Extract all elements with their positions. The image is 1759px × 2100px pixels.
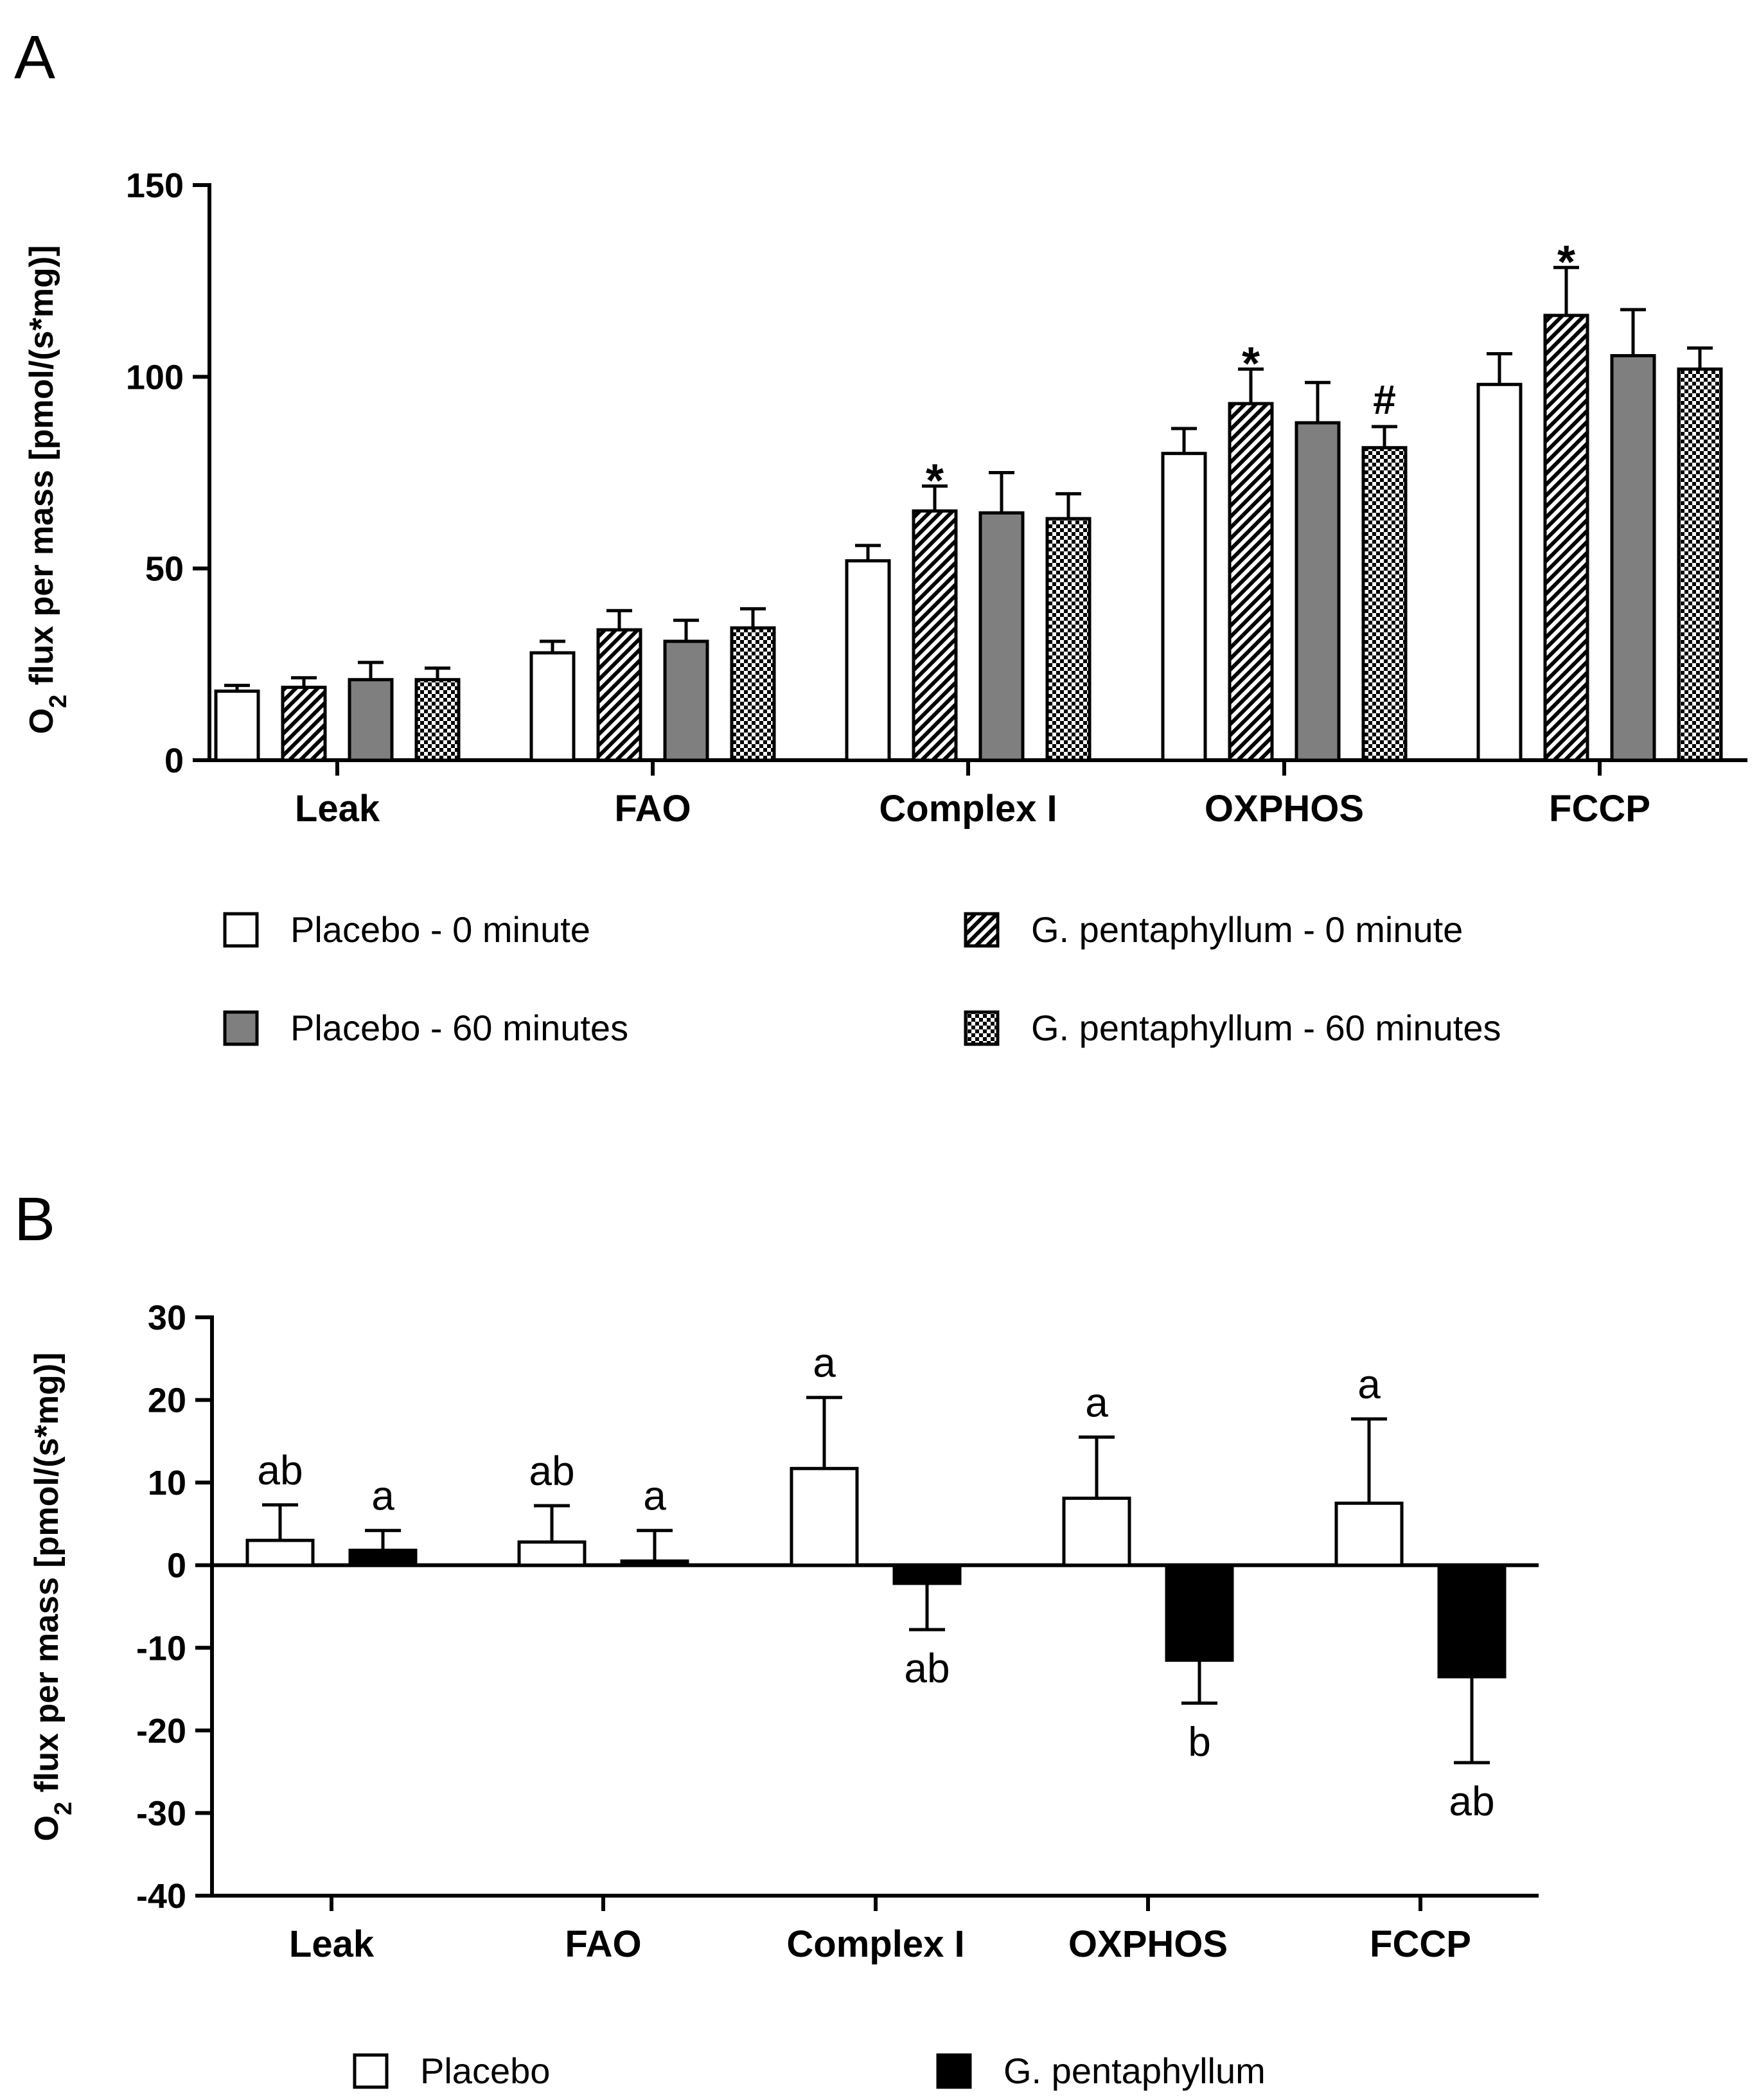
bar [1361,446,1408,762]
y-tick-label: 0 [167,1547,186,1585]
bar [245,1538,315,1567]
y-tick-label: -40 [136,1877,186,1916]
panel-a-legend: Placebo - 0 minute G. pentaphyllum - 0 mi… [223,909,1501,1048]
panel-b-y-axis-title: O2 flux per mass [pmol/(s*mg)] [28,1353,77,1842]
bar [845,559,891,762]
bar [1610,354,1656,762]
bar [730,626,776,762]
category-label: FCCP [1370,1923,1471,1965]
bar [517,1540,587,1567]
bar [348,1549,418,1567]
bar [892,1563,962,1585]
y-tick-label: 100 [126,358,184,396]
legend-swatch [223,912,259,948]
bar [1228,402,1274,762]
bar [214,690,260,762]
bar [1295,421,1341,762]
y-tick-label: 10 [148,1464,186,1502]
significance-mark: * [1557,236,1575,288]
bar [596,628,642,762]
bar [1476,382,1523,762]
panel-a-letter: A [14,23,55,92]
legend-label: Placebo - 0 minute [290,909,590,950]
legend-label: Placebo - 60 minutes [290,1008,628,1048]
panel-b-letter: B [14,1185,55,1254]
y-tick-label: 150 [126,166,184,205]
panel-a-chart: A O2 flux per mass [pmol/(s*mg)] 0 50 100 1… [14,23,1747,1048]
bar [1062,1497,1131,1567]
bar [620,1559,689,1567]
category-label: Leak [295,788,380,830]
group-letter-label: a [643,1473,666,1519]
panel-b-axes: -40 -30 -20 -10 0 10 20 30 Leak FAO Complex I OXPHO… [136,1299,1539,1965]
group-letter-label: ab [257,1447,303,1493]
legend-label: G. pentaphyllum [1003,2051,1266,2091]
panel-b-legend: Placebo G. pentaphyllum [353,2051,1266,2091]
y-tick-label: 30 [148,1299,186,1337]
bar [414,678,461,762]
bar [912,509,958,762]
category-label: Complex I [879,788,1057,830]
category-label: FCCP [1549,788,1650,830]
group-letter-label: a [371,1473,394,1519]
bar [1334,1501,1404,1567]
category-label: OXPHOS [1068,1923,1228,1965]
bar [1543,314,1589,762]
significance-mark: * [1242,338,1260,389]
bar [663,639,709,762]
group-letter-label: a [813,1340,836,1386]
group-letter-label: a [1085,1379,1108,1425]
group-letter-label: ab [529,1448,574,1494]
group-letter-label: ab [1449,1778,1494,1824]
bar [1677,367,1723,762]
group-letter-label: a [1357,1361,1381,1407]
legend-swatch [964,912,1000,948]
panel-b-chart: B O2 flux per mass [pmol/(s*mg)] -40-30-… [14,1185,1539,2091]
y-tick-label: -10 [136,1629,186,1668]
bar [978,511,1025,762]
bar [281,686,327,762]
legend-label: G. pentaphyllum - 60 minutes [1031,1008,1501,1048]
category-label: OXPHOS [1205,788,1364,830]
bar [1437,1563,1507,1678]
group-letter-label: ab [904,1645,950,1691]
legend-swatch [964,1010,1000,1046]
legend-swatch [936,2053,972,2089]
bar [1161,452,1207,762]
group-letter-label: b [1188,1718,1211,1765]
legend-swatch [223,1010,259,1046]
category-label: Complex I [786,1923,964,1965]
y-tick-label: -30 [136,1794,186,1833]
panel-a-y-axis-title: O2 flux per mass [pmol/(s*mg)] [23,245,72,734]
category-label: FAO [614,788,691,830]
bar [348,678,394,762]
legend-label: Placebo [420,2051,550,2091]
bar [1165,1563,1234,1662]
legend-swatch [353,2053,389,2089]
bar [790,1466,859,1567]
y-tick-label: 20 [148,1382,186,1420]
significance-mark: # [1373,377,1396,423]
category-label: Leak [289,1923,375,1965]
panel-a-bars: * * # * [214,236,1723,762]
y-tick-label: -20 [136,1712,186,1750]
legend-label: G. pentaphyllum - 0 minute [1031,909,1463,950]
panel-a-axes: 0 50 100 150 Leak FAO Complex I OXPHOS FCCP [126,166,1747,830]
bar [1045,517,1092,762]
bar [529,651,576,762]
y-tick-label: 0 [164,742,184,780]
y-tick-label: 50 [145,550,184,589]
category-label: FAO [565,1923,641,1965]
significance-mark: * [926,455,944,506]
